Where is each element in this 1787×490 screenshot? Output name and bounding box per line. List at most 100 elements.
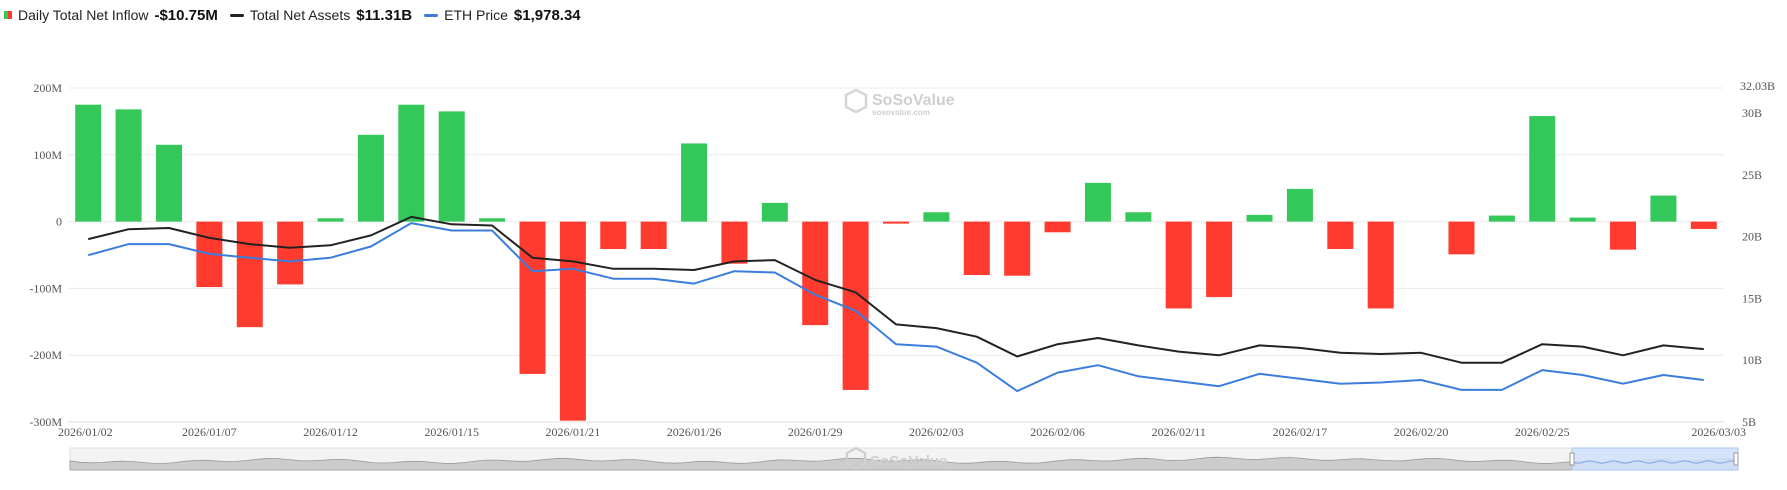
x-tick-label: 2026/02/03 [909, 425, 964, 439]
inflow-bar [1448, 221, 1475, 255]
inflow-bar [1650, 195, 1677, 222]
x-tick-label: 2026/02/25 [1515, 425, 1570, 439]
x-tick-label: 2026/01/02 [58, 425, 113, 439]
series-lines [87, 215, 1704, 393]
inflow-bar [438, 111, 465, 222]
legend-item-inflow[interactable]: Daily Total Net Inflow -$10.75M [4, 7, 218, 24]
inflow-bar [559, 221, 586, 421]
inflow-bar [640, 221, 667, 249]
inflow-bar [842, 221, 869, 390]
inflow-bars [75, 104, 1717, 421]
inflow-bar [1125, 212, 1152, 222]
y-right-tick-label: 30B [1742, 106, 1762, 120]
inflow-swatch-icon [4, 11, 12, 19]
x-tick-label: 2026/03/03 [1691, 425, 1746, 439]
x-tick-label: 2026/02/17 [1273, 425, 1328, 439]
y-axis-left: 200M 100M 0 -100M -200M -300M [29, 81, 62, 429]
inflow-bar [479, 218, 506, 222]
range-navigator[interactable]: SoSoValue [69, 446, 1739, 471]
inflow-bar [802, 221, 829, 326]
navigator-watermark: SoSoValue [845, 446, 948, 471]
x-tick-label: 2026/01/12 [303, 425, 358, 439]
inflow-bar [1246, 214, 1273, 222]
sosovalue-hex-icon [844, 88, 868, 114]
x-tick-label: 2026/01/26 [667, 425, 722, 439]
legend: Daily Total Net Inflow -$10.75M Total Ne… [4, 4, 581, 26]
inflow-bar [1690, 221, 1717, 229]
navigator-selection-series [1571, 460, 1739, 464]
x-tick-label: 2026/01/29 [788, 425, 843, 439]
inflow-bar [277, 221, 304, 285]
inflow-bar [357, 134, 384, 222]
y-right-tick-label: 15B [1742, 291, 1762, 305]
x-tick-label: 2026/02/11 [1152, 425, 1206, 439]
inflow-bar [681, 143, 708, 222]
y-axis-right: 32.03B 30B 25B 20B 15B 10B 5B [1740, 79, 1775, 429]
inflow-bar [1610, 221, 1637, 250]
inflow-bar [519, 221, 546, 374]
inflow-bar [1529, 116, 1556, 222]
navigator-selection [1571, 447, 1739, 471]
assets-swatch-icon [229, 13, 244, 17]
y-left-tick-label: 0 [56, 215, 62, 229]
x-tick-label: 2026/01/15 [424, 425, 479, 439]
assets-value: $11.31B [356, 6, 413, 24]
inflow-bar [155, 144, 182, 222]
inflow-bar [1165, 221, 1192, 309]
y-left-tick-label: -200M [29, 348, 62, 362]
inflow-bar [236, 221, 263, 328]
grid-lines [68, 87, 1724, 423]
inflow-bar [1084, 182, 1111, 222]
legend-item-price[interactable]: ETH Price $1,978.34 [424, 7, 581, 24]
price-label: ETH Price [444, 7, 508, 23]
price-value: $1,978.34 [513, 6, 581, 24]
inflow-label: Daily Total Net Inflow [18, 7, 149, 23]
x-tick-label: 2026/01/07 [182, 425, 237, 439]
inflow-bar [1004, 221, 1031, 276]
x-tick-label: 2026/02/06 [1030, 425, 1085, 439]
y-right-tick-label: 5B [1742, 415, 1756, 429]
inflow-bar [398, 104, 425, 222]
inflow-bar [600, 221, 627, 249]
inflow-bar [761, 202, 788, 222]
inflow-bar [1488, 215, 1515, 222]
watermark-sub: sosovalue.com [872, 108, 930, 117]
inflow-bar [1044, 221, 1071, 233]
legend-item-assets[interactable]: Total Net Assets $11.31B [229, 6, 413, 24]
y-right-tick-label: 10B [1742, 353, 1762, 367]
inflow-bar [963, 221, 990, 276]
y-left-tick-label: -300M [29, 415, 62, 429]
x-tick-label: 2026/02/20 [1394, 425, 1449, 439]
navigator-handle-right [1733, 452, 1739, 466]
x-axis: 2026/01/02 2026/01/07 2026/01/12 2026/01/15… [58, 421, 1746, 439]
sosovalue-hex-icon [845, 446, 867, 471]
y-right-top-label: 32.03B [1740, 79, 1775, 93]
x-tick-label: 2026/01/21 [546, 425, 601, 439]
total-net-assets-line [87, 215, 1704, 364]
y-right-tick-label: 20B [1742, 230, 1762, 244]
inflow-bar [115, 109, 142, 222]
inflow-bar [721, 221, 748, 264]
inflow-value: -$10.75M [154, 6, 218, 24]
inflow-bar [1206, 221, 1233, 298]
inflow-bar [1327, 221, 1354, 249]
inflow-bar [1367, 221, 1394, 309]
watermark-brand: SoSoValue [872, 92, 955, 109]
inflow-bar [923, 212, 950, 222]
navigator-watermark-brand: SoSoValue [870, 453, 948, 470]
assets-label: Total Net Assets [249, 7, 351, 23]
navigator-series [69, 456, 1739, 471]
eth-price-line [87, 222, 1704, 393]
inflow-bar [317, 218, 344, 222]
y-right-tick-label: 25B [1742, 168, 1762, 182]
inflow-bar [75, 104, 102, 222]
navigator-handle-left [1569, 452, 1575, 466]
price-swatch-icon [424, 13, 439, 17]
inflow-bar [1569, 217, 1596, 222]
y-left-tick-label: 100M [33, 148, 62, 162]
inflow-bar [883, 221, 909, 224]
y-left-tick-label: 200M [33, 81, 62, 95]
